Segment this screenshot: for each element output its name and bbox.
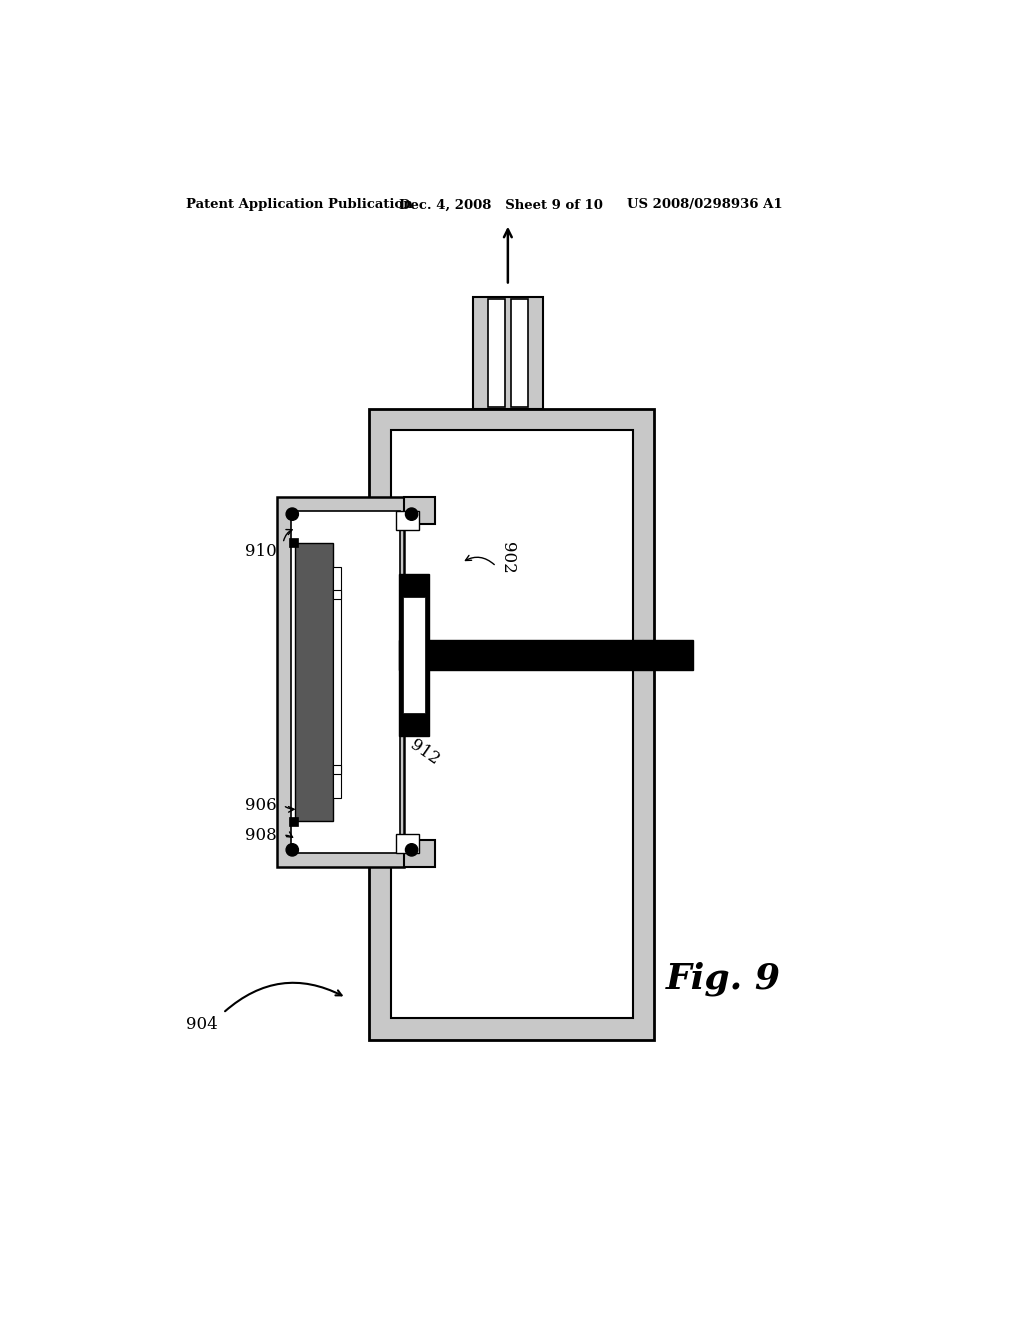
Text: 902: 902 (500, 543, 516, 574)
Bar (398, 574, 429, 737)
Bar (398, 640, 692, 669)
Bar (396, 511, 419, 531)
Bar (289, 817, 298, 826)
Circle shape (406, 508, 418, 520)
Circle shape (406, 843, 418, 857)
Text: US 2008/0298936 A1: US 2008/0298936 A1 (628, 198, 782, 211)
Text: 912: 912 (407, 737, 442, 768)
Bar (333, 766, 341, 775)
Text: 908: 908 (245, 828, 276, 845)
Bar (370, 409, 654, 1040)
Bar (295, 544, 333, 821)
Circle shape (286, 843, 298, 857)
Text: Fig. 9: Fig. 9 (666, 961, 780, 995)
Text: 910: 910 (245, 543, 276, 560)
Bar (289, 539, 298, 548)
Circle shape (286, 508, 298, 520)
Text: 906: 906 (245, 797, 276, 813)
Bar (291, 511, 400, 853)
Bar (403, 840, 435, 867)
Bar (333, 566, 341, 797)
Bar (511, 298, 528, 407)
Bar (487, 298, 505, 407)
Bar (276, 498, 403, 867)
Bar (403, 597, 425, 713)
Text: Dec. 4, 2008   Sheet 9 of 10: Dec. 4, 2008 Sheet 9 of 10 (398, 198, 602, 211)
Bar (333, 590, 341, 599)
Text: Patent Application Publication: Patent Application Publication (186, 198, 413, 211)
Bar (396, 834, 419, 853)
Bar (473, 297, 543, 409)
Text: 904: 904 (186, 1016, 218, 1034)
Bar (403, 498, 435, 524)
Bar (391, 430, 633, 1019)
